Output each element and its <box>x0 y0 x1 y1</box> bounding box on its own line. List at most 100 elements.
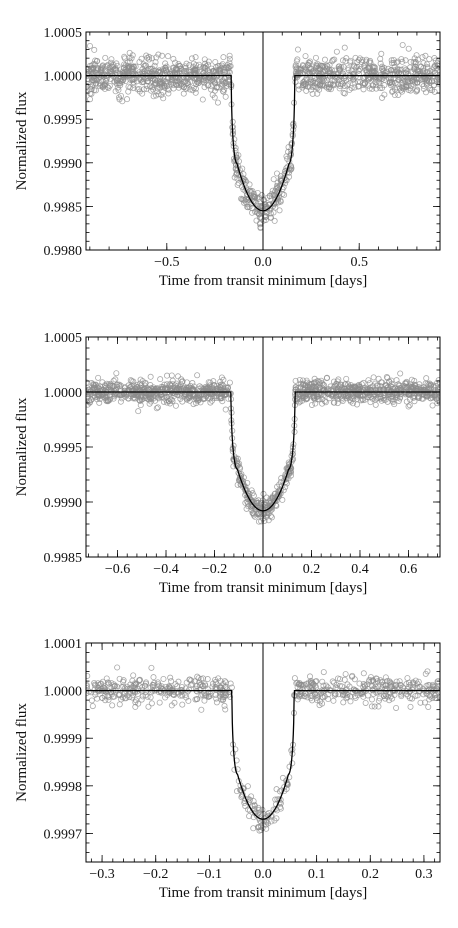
data-point <box>217 387 224 394</box>
data-point <box>250 190 257 197</box>
x-tick-label: 0.1 <box>308 867 326 882</box>
data-point <box>317 66 324 73</box>
data-point <box>424 64 431 71</box>
data-point <box>253 812 260 819</box>
data-point <box>163 372 170 379</box>
data-point <box>413 88 420 95</box>
data-point <box>314 90 321 97</box>
data-point <box>99 694 106 701</box>
scatter-points <box>86 664 440 834</box>
data-point <box>96 83 103 90</box>
data-point <box>345 81 352 88</box>
data-point <box>194 66 201 73</box>
data-point <box>394 58 401 65</box>
data-point <box>219 81 226 88</box>
data-point <box>278 487 285 494</box>
data-point <box>128 387 135 394</box>
data-point <box>307 693 314 700</box>
data-point <box>190 60 197 67</box>
data-point <box>103 393 110 400</box>
data-point <box>330 378 337 385</box>
data-point <box>150 86 157 93</box>
data-point <box>171 699 178 706</box>
data-point <box>404 675 411 682</box>
data-point <box>213 695 220 702</box>
data-point <box>177 686 184 693</box>
data-point <box>400 76 407 83</box>
data-point <box>324 63 331 70</box>
data-point <box>253 217 260 224</box>
data-point <box>407 59 414 66</box>
data-point <box>168 678 175 685</box>
data-point <box>232 144 239 151</box>
data-point <box>368 678 375 685</box>
data-point <box>383 68 390 75</box>
data-point <box>116 701 123 708</box>
data-point <box>220 88 227 95</box>
data-point <box>294 679 301 686</box>
data-point <box>339 57 346 64</box>
data-point <box>158 91 165 98</box>
data-point <box>195 675 202 682</box>
data-point <box>201 692 208 699</box>
data-point <box>413 52 420 59</box>
data-point <box>107 67 114 74</box>
data-point <box>227 688 234 695</box>
data-point <box>118 395 125 402</box>
data-point <box>271 191 278 198</box>
data-point <box>194 673 201 680</box>
scatter-points <box>86 370 440 525</box>
y-tick-label: 0.9980 <box>44 244 83 259</box>
data-point <box>106 64 113 71</box>
data-point <box>121 53 128 60</box>
chart-panel-2: −0.6 −0.4 −0.2 0.0 0.2 0.4 0.6 0.9985 0.9990 0.99… <box>14 331 441 596</box>
data-point <box>126 686 133 693</box>
data-point <box>397 370 404 377</box>
data-point <box>402 57 409 64</box>
x-tick-label: 0.6 <box>400 562 418 577</box>
data-point <box>306 673 313 680</box>
data-point <box>379 94 386 101</box>
data-point <box>139 378 146 385</box>
data-point <box>201 84 208 91</box>
data-point <box>349 74 356 81</box>
data-point <box>146 53 153 60</box>
data-point <box>157 376 164 383</box>
data-point <box>174 74 181 81</box>
data-point <box>208 383 215 390</box>
data-point <box>179 701 186 708</box>
data-point <box>367 399 374 406</box>
data-point <box>286 173 293 180</box>
data-point <box>213 681 220 688</box>
data-point <box>335 65 342 72</box>
data-point <box>333 48 340 55</box>
data-point <box>102 384 109 391</box>
data-point <box>87 96 94 103</box>
data-point <box>202 77 209 84</box>
data-point <box>380 73 387 80</box>
data-point <box>210 77 217 84</box>
data-point <box>193 682 200 689</box>
data-point <box>351 693 358 700</box>
data-point <box>319 81 326 88</box>
data-point <box>334 675 341 682</box>
data-point <box>223 74 230 81</box>
data-point <box>204 82 211 89</box>
data-point <box>288 747 295 754</box>
data-point <box>288 141 295 148</box>
data-point <box>377 60 384 67</box>
data-point <box>382 396 389 403</box>
data-point <box>136 69 143 76</box>
data-point <box>102 388 109 395</box>
data-point <box>321 56 328 63</box>
data-point <box>163 393 170 400</box>
data-point <box>117 382 124 389</box>
data-point <box>87 62 94 69</box>
data-point <box>407 703 414 710</box>
data-point <box>264 194 271 201</box>
data-point <box>422 670 429 677</box>
data-point <box>217 393 224 400</box>
data-point <box>201 395 208 402</box>
data-point <box>362 699 369 706</box>
